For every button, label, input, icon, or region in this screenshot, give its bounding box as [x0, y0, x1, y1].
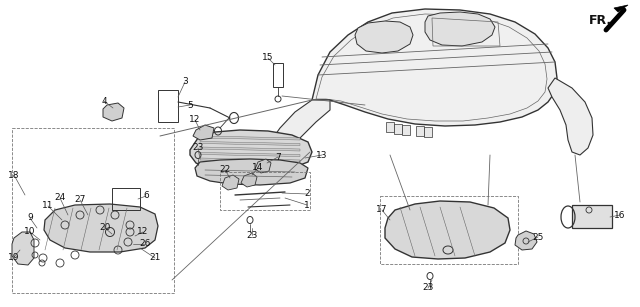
Text: 7: 7: [275, 153, 281, 161]
Text: 10: 10: [24, 227, 36, 236]
Polygon shape: [386, 122, 394, 132]
Text: 12: 12: [189, 115, 201, 125]
Polygon shape: [572, 205, 612, 228]
Text: 14: 14: [252, 164, 264, 173]
Text: 23: 23: [192, 143, 204, 153]
Polygon shape: [312, 9, 557, 126]
Text: 1: 1: [304, 200, 310, 209]
Polygon shape: [200, 164, 300, 168]
Text: 21: 21: [149, 254, 161, 262]
Polygon shape: [385, 201, 510, 259]
Text: 3: 3: [182, 77, 188, 87]
Bar: [12, 128, 174, 293]
Polygon shape: [515, 231, 537, 250]
Text: 2: 2: [304, 189, 310, 199]
Polygon shape: [614, 5, 628, 12]
Text: 24: 24: [54, 193, 66, 203]
Polygon shape: [402, 125, 410, 135]
Polygon shape: [394, 124, 402, 134]
Polygon shape: [200, 158, 300, 162]
Text: 27: 27: [74, 196, 86, 204]
Polygon shape: [425, 12, 495, 46]
Text: 26: 26: [140, 239, 150, 248]
Text: 16: 16: [614, 211, 626, 220]
Text: 19: 19: [8, 252, 20, 262]
Polygon shape: [190, 130, 312, 172]
Text: 6: 6: [143, 192, 149, 200]
Text: 22: 22: [220, 165, 230, 174]
Text: FR.: FR.: [588, 14, 612, 26]
Polygon shape: [44, 204, 158, 252]
Polygon shape: [195, 159, 308, 185]
Polygon shape: [424, 127, 432, 137]
Text: 11: 11: [42, 201, 54, 211]
Polygon shape: [103, 103, 124, 121]
Polygon shape: [255, 100, 330, 178]
Polygon shape: [12, 232, 34, 265]
Bar: [220, 172, 310, 210]
Text: 25: 25: [532, 232, 544, 242]
Text: 18: 18: [8, 170, 20, 180]
Polygon shape: [200, 147, 300, 151]
Polygon shape: [355, 21, 413, 53]
Polygon shape: [200, 153, 300, 157]
Text: 13: 13: [316, 150, 328, 160]
Polygon shape: [193, 125, 214, 140]
Polygon shape: [416, 126, 424, 136]
Bar: [380, 196, 518, 264]
Polygon shape: [200, 142, 300, 146]
Polygon shape: [222, 175, 239, 190]
Text: 15: 15: [262, 53, 274, 63]
Polygon shape: [200, 136, 300, 140]
Polygon shape: [241, 173, 257, 187]
Polygon shape: [255, 159, 271, 173]
Text: 23: 23: [422, 283, 434, 293]
Polygon shape: [548, 78, 593, 155]
Text: 4: 4: [101, 96, 107, 106]
Text: 5: 5: [187, 100, 193, 110]
Text: 9: 9: [27, 213, 33, 223]
Text: 17: 17: [376, 205, 388, 215]
Text: 20: 20: [99, 223, 111, 232]
Text: 23: 23: [246, 231, 258, 239]
Text: 12: 12: [138, 227, 148, 236]
